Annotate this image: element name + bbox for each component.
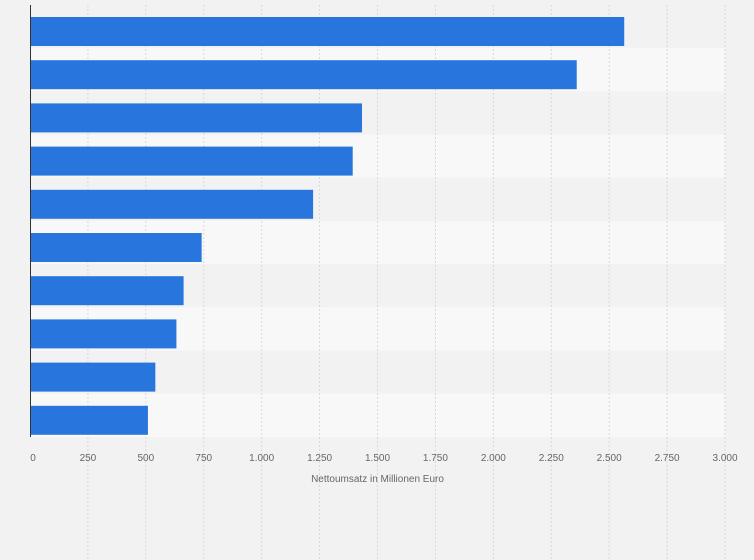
- x-axis-tick-labels: 0 250 500 750 1.000 1.250 1.500 1.750 2.000 2.250…: [30, 453, 738, 464]
- x-tick-label: 1.250: [307, 453, 332, 464]
- bars: [30, 17, 625, 435]
- x-tick-label: 1.750: [423, 453, 448, 464]
- bar: [30, 276, 184, 306]
- x-tick-label: 0: [30, 453, 36, 464]
- x-tick-label: 2.500: [597, 453, 622, 464]
- bar: [30, 17, 625, 46]
- x-tick-label: 750: [195, 453, 212, 464]
- x-tick-label: 3.000: [712, 453, 737, 464]
- x-tick-label: 2.750: [655, 453, 680, 464]
- x-tick-label: 1.000: [249, 453, 274, 464]
- bar: [30, 319, 177, 349]
- bar: [30, 146, 353, 176]
- bar: [30, 405, 148, 435]
- x-tick-label: 1.500: [365, 453, 390, 464]
- x-axis-title: Nettoumsatz in Millionen Euro: [311, 474, 444, 485]
- bar: [30, 233, 202, 262]
- x-tick-label: 500: [137, 453, 154, 464]
- bar: [30, 60, 577, 90]
- x-tick-label: 2.250: [539, 453, 564, 464]
- bar: [30, 362, 156, 392]
- x-tick-label: 250: [80, 453, 97, 464]
- x-tick-label: 2.000: [481, 453, 506, 464]
- bar: [30, 189, 314, 219]
- bar: [30, 103, 362, 133]
